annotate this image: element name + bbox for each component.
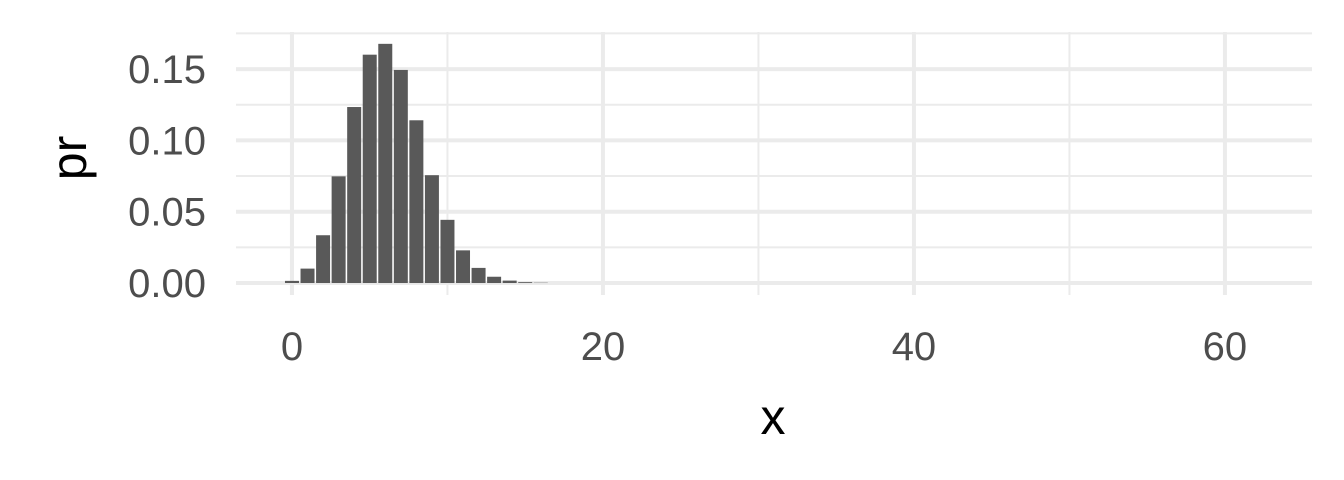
- y-tick-label: 0.05: [128, 191, 206, 235]
- bar: [284, 280, 299, 284]
- bar: [456, 250, 471, 284]
- x-tick-label: 0: [281, 325, 303, 369]
- bars: [284, 43, 548, 284]
- bar: [440, 219, 455, 284]
- y-tick-label: 0.10: [128, 119, 206, 163]
- bar: [331, 176, 346, 284]
- x-tick-label: 40: [892, 325, 937, 369]
- bar: [362, 54, 377, 284]
- bar: [409, 120, 424, 284]
- bar: [393, 69, 408, 284]
- bar: [518, 282, 533, 284]
- bar: [347, 107, 362, 284]
- bar: [424, 175, 439, 284]
- bar: [300, 268, 315, 284]
- bar: [471, 267, 486, 284]
- x-axis-title: x: [761, 389, 786, 445]
- y-tick-label: 0.00: [128, 262, 206, 306]
- y-axis-title: pr: [41, 136, 97, 180]
- bar: [316, 235, 331, 284]
- x-tick-label: 20: [581, 325, 626, 369]
- x-tick-labels: 0 20 40 60: [281, 325, 1247, 369]
- y-tick-labels: 0.00 0.05 0.10 0.15: [128, 48, 206, 306]
- bar: [487, 276, 502, 284]
- y-tick-label: 0.15: [128, 48, 206, 92]
- bar: [378, 43, 393, 284]
- x-tick-label: 60: [1203, 325, 1248, 369]
- bar: [502, 280, 517, 284]
